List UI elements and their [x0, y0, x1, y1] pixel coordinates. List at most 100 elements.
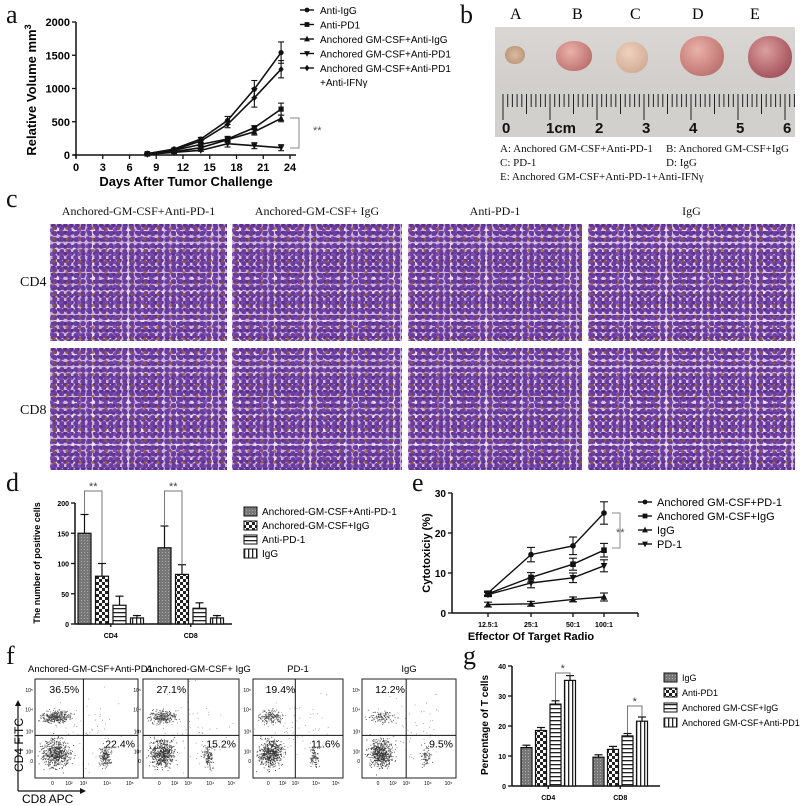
y-tick-label: 0 [502, 784, 506, 791]
x-tick-label: 18 [230, 162, 242, 174]
y-tick-label: 10 [498, 754, 506, 761]
data-point [278, 49, 284, 56]
series-line [147, 142, 282, 156]
legend-marker [304, 35, 310, 42]
flow-plot-frame [142, 678, 240, 779]
y-tick-label: 200 [57, 501, 69, 508]
y-tick-label: 10⁵ [243, 688, 251, 694]
panel-label-b: b [460, 0, 473, 29]
data-point [278, 106, 284, 112]
y-tick-label: 20 [435, 529, 447, 540]
data-point [600, 593, 608, 600]
histology-image [588, 348, 795, 470]
x-tick-label: 0 [158, 781, 161, 787]
bar [606, 748, 620, 787]
x-tick-label: 10⁴ [424, 781, 432, 787]
data-point [601, 547, 607, 553]
data-point [527, 580, 535, 587]
legend-label: Anchored GM-CSF+IgG [682, 703, 778, 713]
arrow-head-icon [80, 788, 86, 794]
y-tick-label: 500 [52, 117, 70, 129]
data-point [197, 147, 204, 154]
caption: D: IgG [666, 157, 697, 169]
panel-label-c: c [6, 184, 18, 213]
x-tick-label: 25:1 [524, 622, 538, 629]
row-label-cd8: CD8 [20, 403, 47, 418]
x-tick-label: 10⁴ [312, 781, 320, 787]
data-point [600, 563, 608, 570]
legend-swatch [243, 548, 258, 559]
data-point [251, 94, 257, 102]
significance-mark: * [633, 696, 638, 708]
y-tick-label: 10² [353, 749, 361, 755]
ruler-number: 6 [783, 120, 792, 137]
plot-title: IgG [401, 664, 416, 675]
data-point [601, 510, 607, 516]
flow-plot-frame [361, 678, 457, 779]
panel-label-d: d [6, 468, 19, 497]
data-point [224, 121, 231, 128]
data-point [484, 591, 492, 599]
data-point [528, 574, 534, 581]
caption: A: Anchored GM-CSF+Anti-PD-1 [500, 143, 653, 155]
x-tick-label: 100:1 [595, 622, 613, 629]
y-tick-label: 0 [440, 609, 446, 620]
legend-label: Anchored GM-CSF+Anti-PD1 [320, 64, 451, 75]
column-header: IgG [682, 204, 701, 218]
legend-label: PD-1 [657, 539, 682, 551]
bar [174, 573, 190, 625]
panel-label-a: a [6, 0, 18, 29]
y-tick-label: 0 [64, 150, 70, 162]
significance-bracket [290, 117, 300, 149]
data-point [251, 128, 258, 135]
x-tick-label: 0 [267, 781, 270, 787]
y-tick-label: 10⁴ [133, 708, 141, 714]
caption: C: PD-1 [500, 157, 537, 169]
x-tick-label: 10⁵ [126, 781, 134, 787]
bar [94, 575, 110, 625]
histology-image [588, 224, 795, 341]
x-tick-label: 0 [51, 781, 54, 787]
data-point [569, 575, 577, 582]
x-tick-label: 21 [257, 162, 269, 174]
tumor-e [748, 36, 792, 78]
y-tick-label: 0 [30, 759, 33, 765]
y-tick-label: 10³ [244, 729, 252, 735]
axis-title-x: Days After Tumor Challenge [99, 174, 272, 189]
series-line [487, 512, 605, 594]
axis-title-y: CD4 FITC [12, 718, 26, 772]
legend-label: Anchored GM-CSF+Anti-PD1 [682, 718, 800, 728]
x-tick-label: CD8 [184, 633, 198, 640]
plot-title: PD-1 [287, 664, 309, 675]
caption: E: Anchored GM-CSF+Anti-PD-1+Anti-IFNγ [500, 171, 704, 183]
x-tick-label: CD4 [104, 633, 118, 640]
data-point [528, 551, 534, 558]
x-tick-label: 10³ [185, 781, 193, 787]
x-tick-label: 10⁵ [227, 781, 235, 787]
data-point [144, 150, 150, 158]
legend-marker [642, 526, 648, 533]
y-tick-label: 2000 [46, 17, 70, 29]
tumor-d [680, 36, 724, 76]
histology-image [408, 224, 582, 341]
legend-label: Anchored GM-CSF+Anti-IgG [320, 35, 448, 46]
y-tick-label: 10³ [26, 729, 34, 735]
y-tick-label: 10⁵ [352, 688, 360, 694]
y-tick-label: 40 [498, 664, 506, 671]
histology-image [408, 348, 582, 470]
significance-bracket [164, 490, 183, 565]
significance-mark: ** [313, 125, 322, 137]
legend-swatch [663, 702, 678, 713]
bar [192, 607, 207, 625]
legend-label: Anchored GM-CSF+Anti-PD1 [320, 50, 451, 61]
column-header: Anti-PD-1 [469, 204, 521, 218]
series-line [147, 52, 282, 155]
arrow-head-icon [15, 700, 21, 706]
axis-title-y: Cytotoxiciy (%) [421, 513, 433, 593]
legend-label: Anti-PD1 [682, 688, 718, 698]
legend-label: Anchored-GM-CSF+IgG [262, 521, 370, 532]
ruler-number: 4 [689, 120, 698, 137]
x-tick-label: 3 [100, 162, 106, 174]
sample-letter: D [692, 6, 704, 23]
legend-label: Anchored GM-CSF+PD-1 [657, 497, 782, 509]
